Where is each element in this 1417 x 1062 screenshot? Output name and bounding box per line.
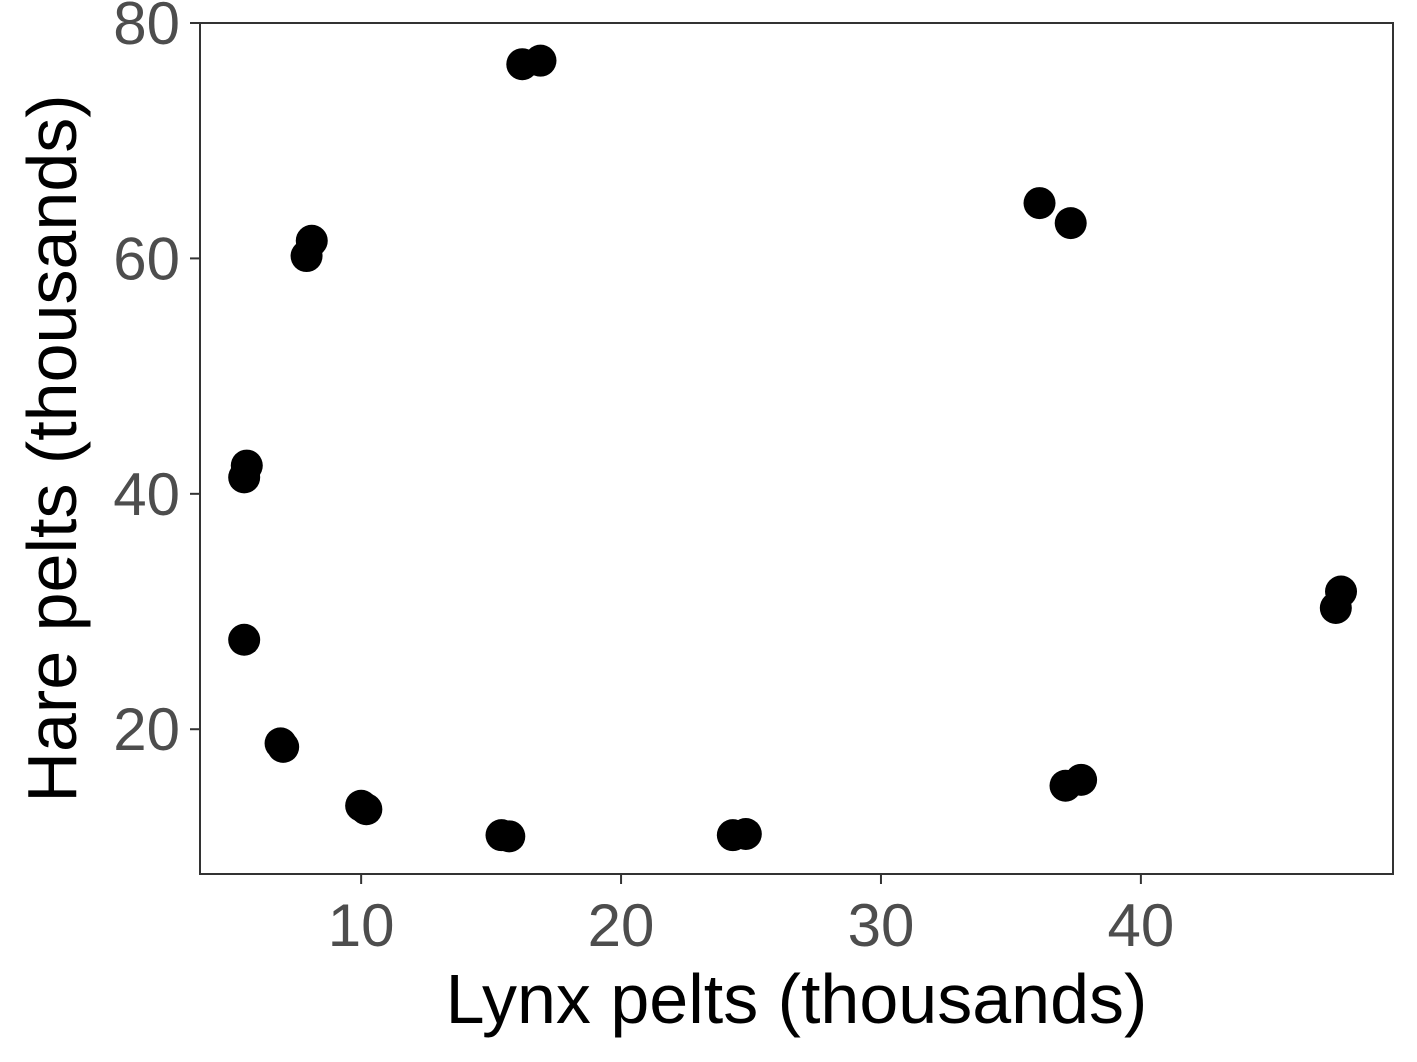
x-axis-title: Lynx pelts (thousands) bbox=[446, 960, 1148, 1038]
data-points bbox=[228, 44, 1358, 853]
data-point bbox=[1023, 187, 1056, 220]
data-point bbox=[729, 817, 762, 850]
data-point bbox=[228, 461, 261, 494]
y-tick-labels: 20 40 60 80 bbox=[113, 0, 180, 763]
y-tick-label: 20 bbox=[113, 696, 180, 763]
x-tick-labels: 10 20 30 40 bbox=[328, 892, 1174, 959]
y-tick-label: 80 bbox=[113, 0, 180, 57]
data-point bbox=[228, 623, 261, 656]
y-axis-title: Hare pelts (thousands) bbox=[13, 94, 91, 802]
x-tick-label: 20 bbox=[588, 892, 655, 959]
data-point bbox=[290, 240, 323, 273]
plot-panel-border bbox=[199, 22, 1394, 875]
data-point bbox=[1325, 575, 1358, 608]
data-point bbox=[267, 730, 300, 763]
axis-ticks bbox=[190, 22, 1142, 884]
y-tick-label: 40 bbox=[113, 461, 180, 528]
x-tick-label: 30 bbox=[848, 892, 915, 959]
data-point bbox=[350, 793, 383, 826]
x-tick-label: 40 bbox=[1108, 892, 1175, 959]
data-point bbox=[524, 44, 557, 77]
data-point bbox=[1065, 763, 1098, 796]
data-point bbox=[1054, 207, 1087, 240]
data-point bbox=[493, 820, 526, 853]
y-tick-label: 60 bbox=[113, 225, 180, 292]
x-tick-label: 10 bbox=[328, 892, 395, 959]
